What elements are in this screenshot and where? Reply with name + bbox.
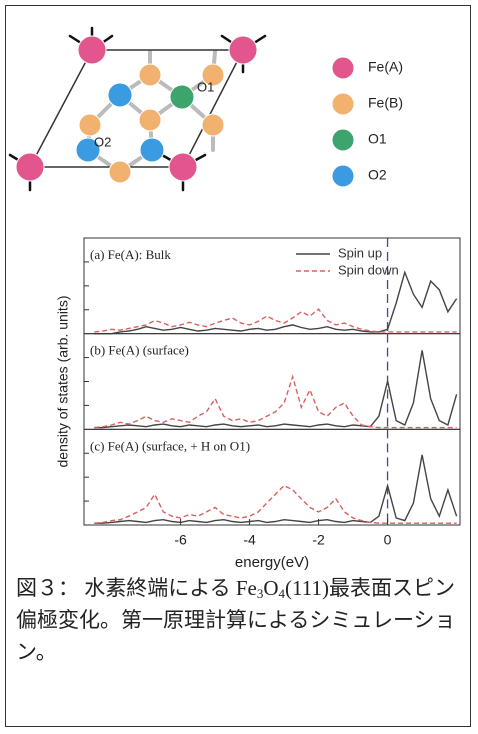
dos-curve (94, 454, 458, 524)
legend-label: O1 (368, 131, 387, 147)
legend-label: Fe(A) (368, 59, 403, 75)
lattice: O1 O2 (8, 26, 267, 192)
panel-label: (b) Fe(A) (surface) (90, 343, 189, 358)
panel-label: (a) Fe(A): Bulk (90, 247, 171, 262)
atoms (15, 35, 258, 184)
caption: 図３： 水素終端による Fe3O4(111)最表面スピン偏極変化。第一原理計算に… (16, 572, 462, 668)
caption-text: O (263, 576, 279, 600)
legend-label: O2 (368, 167, 387, 183)
caption-text: 図３： 水素終端による Fe (16, 576, 257, 600)
dos-plot: (a) Fe(A): Bulk Spin up Spin down density o… (55, 237, 461, 571)
x-tick-label: 0 (384, 532, 392, 548)
figure-frame (5, 5, 471, 727)
legend-label: Spin up (338, 245, 382, 260)
atom-label: O1 (197, 79, 214, 94)
panel-label: (c) Fe(A) (surface, + H on O1) (90, 438, 250, 453)
legend-swatch (331, 56, 355, 80)
dos-curve (94, 270, 458, 335)
dos-curve (94, 308, 457, 333)
legend-swatch (331, 92, 355, 116)
x-tick-label: -2 (312, 532, 325, 548)
atom-label: O2 (94, 134, 111, 149)
y-axis-label: density of states (arb. units) (55, 296, 71, 468)
x-axis-label: energy(eV) (235, 554, 309, 571)
x-tick-label: -6 (174, 532, 187, 548)
atom-legend: Fe(A) Fe(B) O1 O2 (331, 56, 403, 188)
legend-swatch (331, 128, 355, 152)
dos-curve (94, 374, 457, 429)
caption-subscript: 3 (256, 586, 264, 601)
caption-subscript: 4 (278, 586, 286, 601)
legend-swatch (331, 164, 355, 188)
legend-label: Spin down (338, 262, 399, 277)
legend-label: Fe(B) (368, 95, 403, 111)
dos-curve (94, 350, 458, 429)
caption-text: (111)最表面スピン偏極変化。第一原理計算によるシミュレーション。 (16, 576, 456, 664)
dos-curve (94, 484, 457, 524)
x-tick-label: -4 (243, 532, 256, 548)
